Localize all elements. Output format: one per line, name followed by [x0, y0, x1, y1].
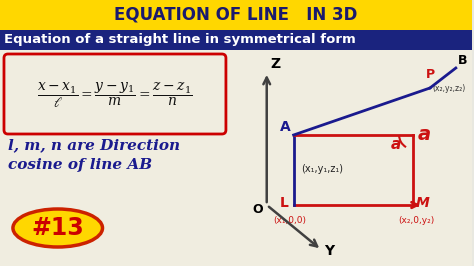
Text: O: O: [253, 203, 264, 216]
Text: P: P: [426, 68, 435, 81]
Text: A: A: [280, 120, 291, 134]
Text: (x₁,0,0): (x₁,0,0): [273, 216, 307, 225]
Text: $\dfrac{x-x_1}{\ell} = \dfrac{y-y_1}{m} = \dfrac{z-z_1}{n}$: $\dfrac{x-x_1}{\ell} = \dfrac{y-y_1}{m} …: [36, 80, 192, 110]
FancyBboxPatch shape: [0, 50, 472, 266]
Text: L: L: [280, 196, 289, 210]
Text: Z: Z: [271, 57, 281, 71]
Text: l, m, n are Direction: l, m, n are Direction: [8, 138, 180, 152]
Ellipse shape: [13, 209, 102, 247]
Text: #13: #13: [31, 216, 84, 240]
FancyBboxPatch shape: [0, 0, 472, 30]
FancyBboxPatch shape: [4, 54, 226, 134]
Text: M: M: [416, 196, 430, 210]
Text: cosine of line AB: cosine of line AB: [8, 158, 152, 172]
Text: (x₂,0,y₂): (x₂,0,y₂): [398, 216, 434, 225]
Text: B: B: [458, 54, 467, 67]
FancyBboxPatch shape: [0, 30, 472, 50]
Text: EQUATION OF LINE   IN 3D: EQUATION OF LINE IN 3D: [114, 6, 357, 24]
Text: a: a: [418, 125, 431, 144]
Text: (x₁,y₁,z₁): (x₁,y₁,z₁): [301, 164, 344, 174]
Text: (x₂,y₂,z₂): (x₂,y₂,z₂): [432, 84, 465, 93]
Text: a: a: [391, 137, 401, 152]
Text: Equation of a straight line in symmetrical form: Equation of a straight line in symmetric…: [4, 34, 355, 47]
Text: Y: Y: [324, 244, 335, 258]
